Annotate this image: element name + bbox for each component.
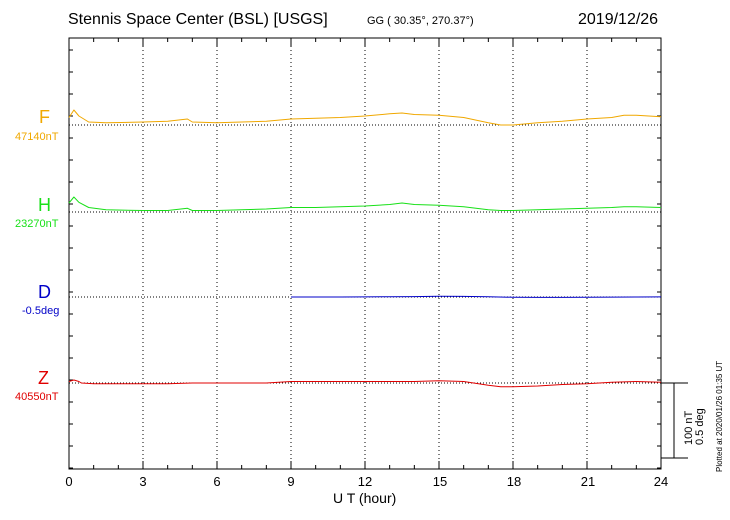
x-tick-label: 24	[653, 474, 669, 489]
plotted-timestamp: Plotted at 2020/01/26 01:35 UT	[715, 360, 724, 472]
geographic-coordinates: GG ( 30.35°, 270.37°)	[367, 15, 474, 27]
plot-date: 2019/12/26	[578, 11, 659, 28]
station-title: Stennis Space Center (BSL) [USGS]	[68, 11, 328, 28]
component-baseline-h: 23270nT	[15, 218, 59, 230]
x-tick-label: 21	[580, 474, 596, 489]
component-baseline-d: -0.5deg	[22, 305, 60, 317]
component-label-d: D	[38, 282, 51, 302]
component-label-f: F	[39, 107, 50, 127]
component-label-h: H	[38, 195, 51, 215]
component-baseline-z: 40550nT	[15, 391, 59, 403]
series-line-d	[291, 295, 662, 298]
scale-bar-deg-label: 0.5 deg	[694, 408, 706, 445]
x-axis-title: U T (hour)	[333, 490, 397, 506]
component-label-z: Z	[38, 368, 49, 388]
x-tick-label: 0	[65, 474, 73, 489]
x-tick-label: 15	[432, 474, 448, 489]
component-baseline-f: 47140nT	[15, 131, 59, 143]
series-line-f	[68, 109, 662, 126]
series-line-h	[68, 196, 662, 211]
x-tick-label: 6	[213, 474, 221, 489]
series-line-z	[68, 379, 662, 388]
x-tick-label: 12	[357, 474, 373, 489]
x-tick-label: 18	[506, 474, 522, 489]
x-tick-label: 9	[287, 474, 295, 489]
x-tick-label: 3	[139, 474, 147, 489]
